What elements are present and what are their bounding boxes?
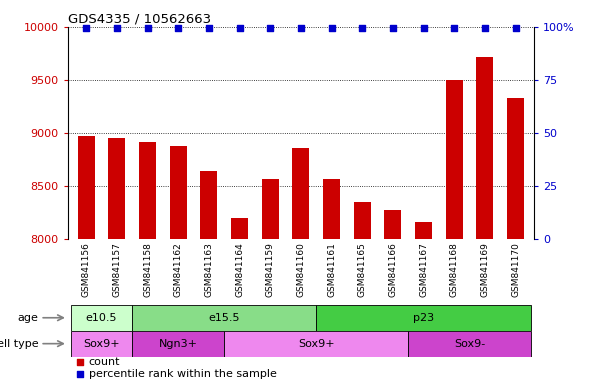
Text: GSM841159: GSM841159	[266, 242, 275, 297]
Bar	[231, 218, 248, 384]
Text: GSM841167: GSM841167	[419, 242, 428, 297]
Text: GSM841165: GSM841165	[358, 242, 367, 297]
Bar	[354, 202, 371, 384]
Bar	[477, 56, 493, 384]
Text: GSM841168: GSM841168	[450, 242, 458, 297]
Text: GSM841162: GSM841162	[173, 242, 183, 297]
Bar	[201, 171, 217, 384]
Bar	[408, 331, 531, 357]
Point	[296, 25, 306, 31]
Text: GSM841161: GSM841161	[327, 242, 336, 297]
Text: Sox9+: Sox9+	[83, 339, 120, 349]
Text: GSM841156: GSM841156	[82, 242, 91, 297]
Bar	[323, 179, 340, 384]
Point	[204, 25, 214, 31]
Bar	[78, 136, 94, 384]
Point	[327, 25, 336, 31]
Text: GSM841160: GSM841160	[296, 242, 306, 297]
Text: percentile rank within the sample: percentile rank within the sample	[89, 369, 277, 379]
Bar	[170, 146, 186, 384]
Bar	[132, 305, 316, 331]
Text: Ngn3+: Ngn3+	[159, 339, 198, 349]
Bar	[316, 305, 531, 331]
Bar	[71, 305, 132, 331]
Bar	[109, 138, 125, 384]
Point	[112, 25, 122, 31]
Text: Sox9-: Sox9-	[454, 339, 485, 349]
Text: cell type: cell type	[0, 339, 39, 349]
Point	[511, 25, 520, 31]
Text: GSM841170: GSM841170	[511, 242, 520, 297]
Text: GSM841169: GSM841169	[480, 242, 489, 297]
Bar	[385, 210, 401, 384]
Bar	[507, 98, 524, 384]
Bar	[446, 80, 463, 384]
Text: e15.5: e15.5	[208, 313, 240, 323]
Bar	[224, 331, 408, 357]
Bar	[415, 222, 432, 384]
Text: GSM841158: GSM841158	[143, 242, 152, 297]
Bar	[71, 331, 132, 357]
Point	[75, 371, 84, 377]
Point	[81, 25, 91, 31]
Bar	[132, 331, 224, 357]
Bar	[262, 179, 278, 384]
Text: GSM841163: GSM841163	[204, 242, 214, 297]
Point	[173, 25, 183, 31]
Point	[419, 25, 428, 31]
Text: age: age	[18, 313, 39, 323]
Text: GSM841157: GSM841157	[113, 242, 122, 297]
Bar	[293, 148, 309, 384]
Text: p23: p23	[413, 313, 434, 323]
Point	[480, 25, 490, 31]
Point	[235, 25, 244, 31]
Point	[450, 25, 459, 31]
Text: GSM841164: GSM841164	[235, 242, 244, 297]
Point	[358, 25, 367, 31]
Text: count: count	[89, 358, 120, 367]
Text: Sox9+: Sox9+	[298, 339, 335, 349]
Text: GSM841166: GSM841166	[388, 242, 398, 297]
Text: GDS4335 / 10562663: GDS4335 / 10562663	[68, 13, 211, 26]
Point	[388, 25, 398, 31]
Text: e10.5: e10.5	[86, 313, 117, 323]
Point	[143, 25, 152, 31]
Point	[266, 25, 275, 31]
Bar	[139, 142, 156, 384]
Point	[75, 359, 84, 366]
